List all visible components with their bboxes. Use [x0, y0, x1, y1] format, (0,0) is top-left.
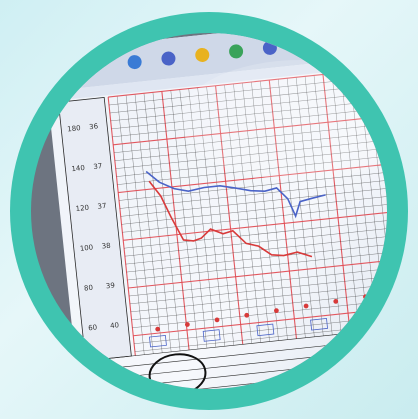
axis-label-secondary: 36: [89, 122, 99, 131]
grid-line-v: [107, 96, 136, 356]
blue-curve: [145, 170, 326, 219]
grid-line-h: [117, 156, 386, 185]
grid-line-v: [331, 73, 360, 333]
grid-line-v: [251, 81, 279, 341]
search-icon: [161, 51, 176, 66]
grid-line-h: [124, 219, 387, 249]
grid-line-h: [118, 163, 387, 194]
star-icon: [195, 47, 210, 62]
grid-line-h: [111, 100, 381, 130]
grid-line-h: [132, 299, 387, 329]
grid-line-v: [188, 88, 217, 348]
grid-line-v: [233, 83, 261, 343]
axis-label: 80: [84, 284, 94, 293]
table-cell-mark: [149, 334, 167, 348]
data-point: [303, 303, 309, 309]
axis-label-secondary: 37: [97, 202, 107, 211]
grid-line-h: [125, 235, 387, 265]
grid-line-h: [126, 243, 387, 273]
grid-line-v: [143, 93, 172, 352]
globe-icon: [229, 44, 244, 59]
grid-line-v: [206, 86, 235, 346]
grid-line-h: [122, 203, 387, 233]
grid-line-h: [115, 140, 385, 169]
grid-line-h: [110, 92, 380, 122]
grid-line-h: [116, 148, 386, 177]
grid-line-v: [224, 84, 252, 344]
grid-line-v: [242, 82, 270, 342]
back-icon: [127, 55, 142, 70]
axis-label-secondary: 38: [101, 242, 111, 251]
axis-label-secondary: 40: [110, 321, 120, 330]
grid-line-v: [134, 94, 163, 353]
grid-line-h: [128, 259, 387, 289]
grid-line-h: [113, 124, 383, 153]
red-curve: [148, 180, 313, 258]
data-point: [244, 312, 250, 318]
grid-line-v: [161, 91, 190, 351]
grid-line-v: [313, 75, 342, 335]
grid-line-v: [215, 85, 244, 345]
table-cell-mark: [202, 329, 221, 342]
grid-line-h: [131, 291, 387, 321]
axis-label: 100: [79, 243, 93, 252]
grid-line-h: [123, 211, 387, 241]
data-point: [274, 308, 279, 314]
grid-line-h: [129, 275, 387, 305]
address-bar: [47, 55, 387, 102]
axis-label: 120: [75, 204, 89, 213]
data-point: [155, 326, 161, 332]
grid-line-h: [113, 116, 382, 146]
grid-line-h: [127, 251, 387, 281]
grid-line-v: [152, 92, 181, 351]
data-point: [184, 322, 190, 327]
axis-label-secondary: 39: [106, 281, 116, 290]
table-cell-mark: [256, 323, 275, 337]
axis-label-secondary: 37: [93, 162, 103, 171]
grid-line-v: [170, 90, 199, 350]
grid-line-h: [112, 108, 381, 138]
grid-line-h: [121, 195, 387, 225]
grid-line-h: [129, 267, 387, 297]
data-point: [214, 317, 220, 323]
grid-line-v: [295, 77, 324, 336]
grid-line-h: [109, 84, 379, 114]
table-cell-mark: [310, 318, 328, 331]
grid-line-h: [119, 172, 387, 201]
axis-label: 60: [88, 323, 98, 332]
data-point: [333, 298, 339, 304]
grid-line-v: [179, 89, 208, 349]
axis-label: 140: [71, 164, 85, 173]
grid-line-v: [260, 81, 288, 340]
grid-line-v: [286, 78, 315, 337]
grid-line-v: [116, 96, 145, 355]
grid-line-v: [304, 76, 333, 335]
grid-line-v: [125, 95, 154, 354]
grid-line-h: [130, 283, 387, 313]
grid-line-v: [340, 72, 369, 332]
grid-line-h: [114, 132, 384, 161]
circled-annotation: [148, 353, 207, 389]
grid-line-v: [268, 80, 297, 339]
grid-line-v: [322, 74, 351, 334]
grid-line-v: [197, 87, 226, 347]
grid-line-h: [124, 227, 387, 257]
grid-line-h: [120, 187, 387, 217]
axis-label: 180: [67, 124, 81, 133]
